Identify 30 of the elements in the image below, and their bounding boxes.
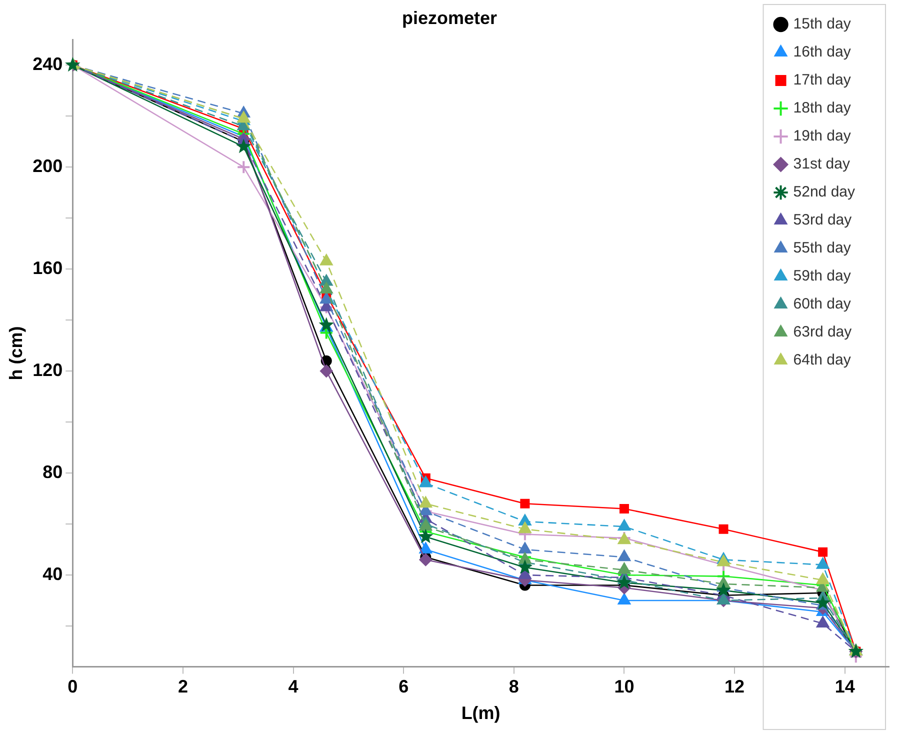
- x-tick-label: 2: [178, 676, 188, 697]
- legend-label: 53rd day: [793, 212, 852, 229]
- chart-title: piezometer: [402, 8, 498, 28]
- x-tick-label: 12: [724, 676, 745, 697]
- legend-label: 31st day: [793, 156, 850, 173]
- y-tick-label: 200: [32, 156, 63, 176]
- y-tick-label: 240: [32, 54, 63, 74]
- legend-label: 55th day: [793, 240, 852, 257]
- legend-label: 17th day: [793, 72, 852, 89]
- legend-label: 16th day: [793, 44, 852, 61]
- legend-label: 18th day: [793, 100, 852, 117]
- legend-label: 19th day: [793, 128, 852, 145]
- x-tick-label: 4: [288, 676, 298, 697]
- x-tick-label: 6: [398, 676, 409, 697]
- legend-label: 63rd day: [793, 324, 852, 341]
- y-tick-label: 80: [42, 462, 63, 482]
- y-tick-label: 40: [42, 564, 63, 584]
- legend-label: 64th day: [793, 352, 852, 369]
- y-tick-label: 160: [32, 258, 63, 278]
- x-axis-title: L(m): [461, 703, 500, 724]
- x-tick-label: 0: [68, 676, 78, 697]
- legend-label: 15th day: [793, 16, 852, 33]
- y-tick-label: 120: [32, 360, 63, 380]
- legend-label: 60th day: [793, 296, 852, 313]
- x-tick-label: 14: [834, 676, 855, 697]
- x-tick-label: 8: [508, 676, 519, 697]
- y-axis-title: h (cm): [6, 326, 26, 380]
- legend-label: 52nd day: [793, 184, 856, 201]
- legend-label: 59th day: [793, 268, 852, 285]
- x-tick-label: 10: [614, 676, 634, 697]
